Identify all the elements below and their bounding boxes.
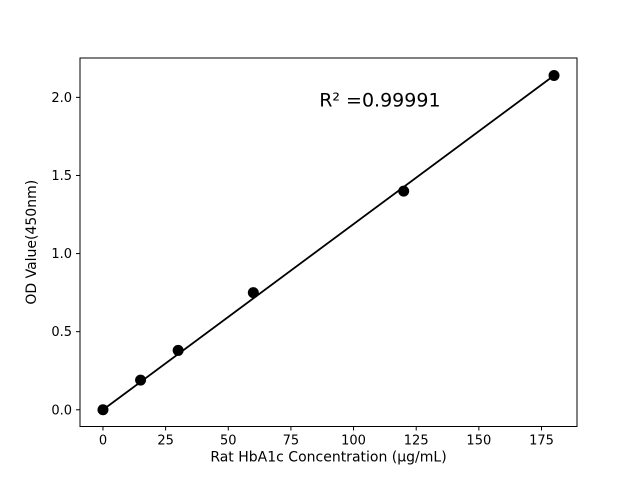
x-tick-label: 75 (283, 434, 300, 449)
fit-line (102, 74, 555, 411)
x-tick-label: 100 (341, 434, 366, 449)
y-tick-label: 2.0 (51, 91, 72, 106)
x-tick-label: 175 (529, 434, 554, 449)
x-tick-label: 50 (220, 434, 237, 449)
data-point (135, 374, 147, 386)
y-tick-label: 0.5 (51, 325, 72, 340)
data-point (97, 404, 109, 416)
x-axis-label: Rat HbA1c Concentration (μg/mL) (210, 450, 446, 466)
x-tick-label: 125 (404, 434, 429, 449)
data-point (172, 344, 184, 356)
r-squared-annotation: R² =0.99991 (319, 89, 440, 111)
data-point (398, 185, 410, 197)
x-tick-label: 150 (466, 434, 491, 449)
y-tick-label: 1.5 (51, 169, 72, 184)
y-tick-label: 0.0 (51, 403, 72, 418)
x-tick-label: 25 (157, 434, 174, 449)
y-axis-label: OD Value(450nm) (24, 180, 40, 305)
axes-spines (79, 57, 578, 427)
x-tick-label: 0 (99, 434, 107, 449)
data-point (548, 69, 560, 81)
data-point (247, 287, 259, 299)
y-tick-label: 1.0 (51, 247, 72, 262)
